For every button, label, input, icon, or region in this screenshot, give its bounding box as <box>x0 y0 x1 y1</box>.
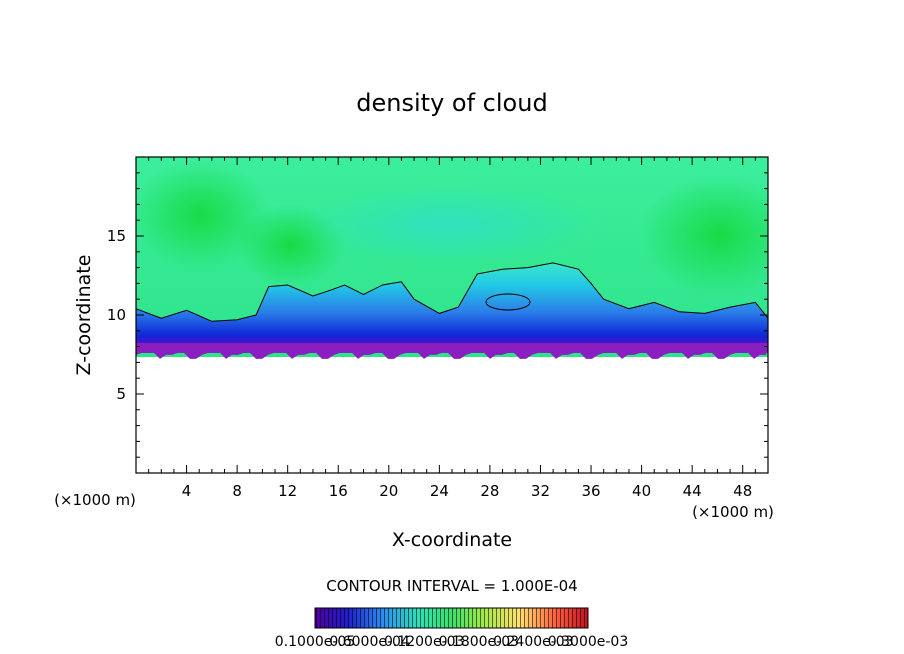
cloud-inner-contour <box>485 293 531 311</box>
y-tick-label: 15 <box>107 227 126 245</box>
cyan-plume <box>300 185 600 265</box>
y-axis-label: Z-coordinate <box>73 255 95 376</box>
x-tick-label: 8 <box>232 482 242 500</box>
x-tick-label: 44 <box>683 482 702 500</box>
cloud-top-contour <box>136 262 768 322</box>
x-tick-label: 40 <box>632 482 651 500</box>
x-axis-unit-left: (×1000 m) <box>54 491 136 509</box>
y-tick-label: 10 <box>107 306 126 324</box>
colorbar: 0.1000e-050.6000e-040.1200e-030.1800e-03… <box>275 607 628 650</box>
colorbar-tick-label: 0.1000e-05 <box>275 634 355 650</box>
x-tick-label: 20 <box>379 482 398 500</box>
density-field <box>136 157 768 473</box>
cloud-base-fringe <box>136 342 768 359</box>
x-tick-label: 24 <box>430 482 449 500</box>
contour-interval-label: CONTOUR INTERVAL = 1.000E-04 <box>326 577 577 595</box>
colorbar-tick-label: 0.6000e-04 <box>329 634 410 650</box>
colorbar-tick-label: 0.1200e-03 <box>384 634 464 650</box>
colorbar-tick-label: 0.2400e-03 <box>493 634 573 650</box>
green-blob-right <box>640 175 768 295</box>
x-tick-label: 32 <box>531 482 550 500</box>
chart-title: density of cloud <box>356 89 547 117</box>
x-tick-label: 16 <box>329 482 348 500</box>
x-axis-label: X-coordinate <box>392 529 512 551</box>
x-tick-label: 36 <box>581 482 600 500</box>
x-tick-label: 4 <box>182 482 192 500</box>
cloud-layer <box>136 262 768 353</box>
x-axis-unit-right: (×1000 m) <box>692 503 774 521</box>
x-tick-label: 48 <box>733 482 752 500</box>
colorbar-tick-label: 0.1800e-03 <box>439 634 519 650</box>
colorbar-tick-label: 0.3000e-03 <box>548 634 628 650</box>
x-tick-label: 28 <box>480 482 499 500</box>
x-tick-label: 12 <box>278 482 297 500</box>
y-tick-label: 5 <box>116 385 126 403</box>
